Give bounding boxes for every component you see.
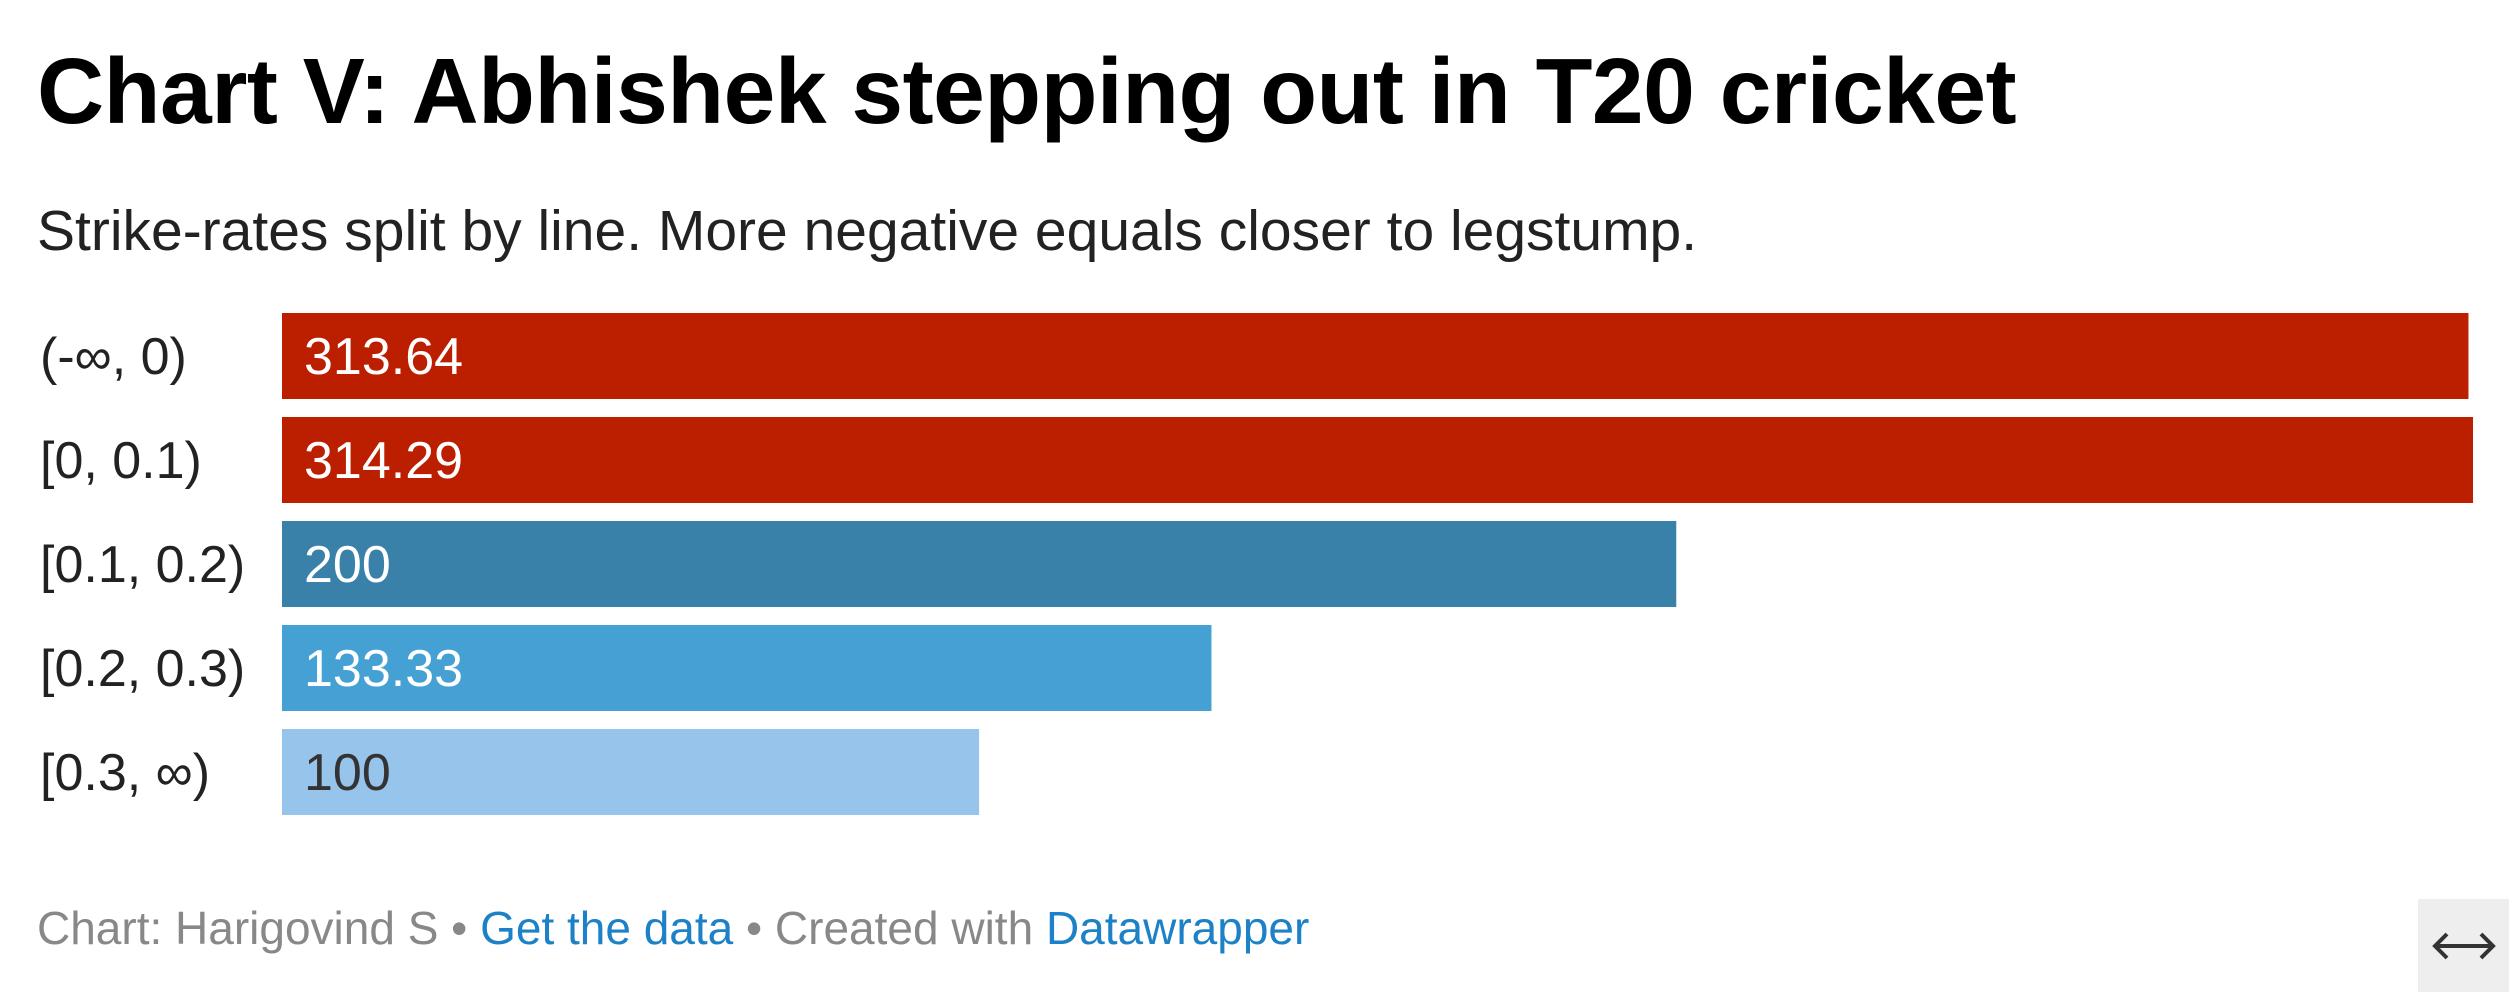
expand-horizontal-icon [2431,932,2496,959]
bar [282,521,1677,607]
bar-value-label: 100 [304,744,391,802]
category-label: (-∞, 0) [40,328,187,386]
chart-title: Chart V: Abhishek stepping out in T20 cr… [37,39,2017,143]
bar [282,313,2469,399]
bar-value-label: 313.64 [304,328,463,386]
footer-separator: • [438,902,481,954]
bar-value-label: 133.33 [304,640,463,698]
datawrapper-link[interactable]: Datawrapper [1045,902,1310,954]
category-label: [0, 0.1) [40,432,202,490]
category-label: [0.2, 0.3) [40,640,245,698]
get-data-link[interactable]: Get the data [480,902,734,954]
bar [282,417,2473,503]
bar-value-label: 200 [304,536,391,594]
chart-footer: Chart: Harigovind S • Get the data • Cre… [37,901,1309,955]
bar [282,625,1212,711]
footer-created-with: • Created with [733,902,1046,954]
category-label: [0.3, ∞) [40,744,210,802]
expand-button[interactable] [2418,899,2509,992]
footer-credit: Chart: Harigovind S [37,902,439,954]
bar-value-label: 314.29 [304,432,463,490]
chart-subtitle: Strike-rates split by line. More negativ… [37,199,1698,263]
bar [282,729,980,815]
category-label: [0.1, 0.2) [40,536,245,594]
